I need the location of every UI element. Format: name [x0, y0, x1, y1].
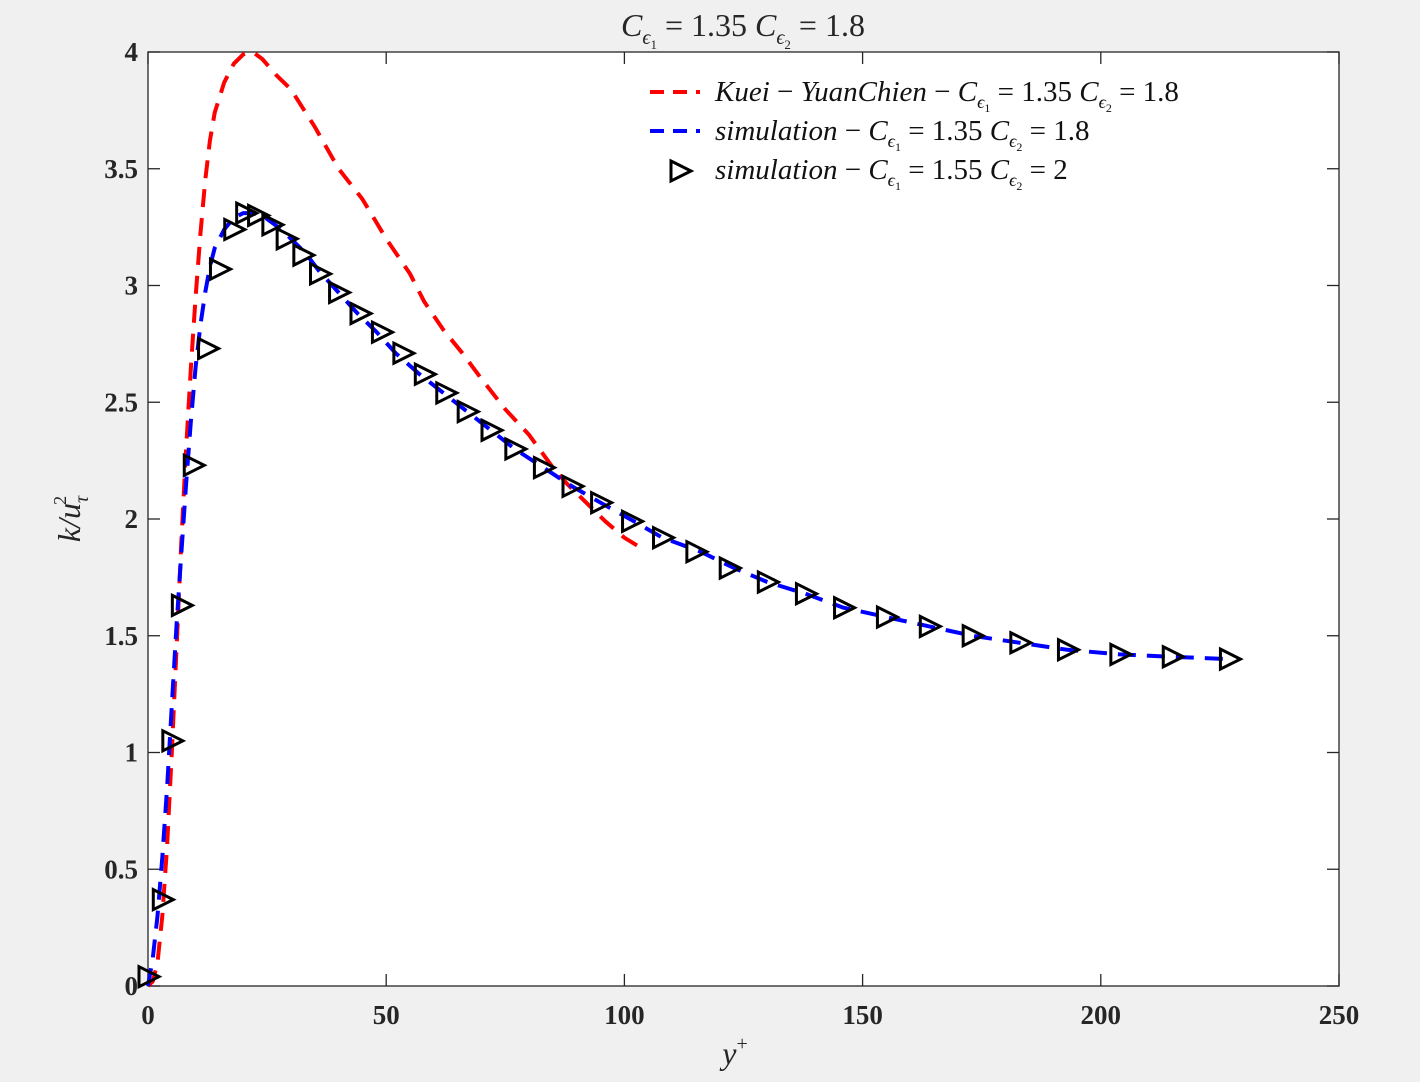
series-marker-point — [413, 361, 439, 387]
y-tick-label: 4 — [125, 37, 139, 67]
y-axis-label: k/uτ2 — [50, 495, 93, 542]
series-marker-point — [151, 887, 177, 913]
series-marker-point — [1161, 644, 1187, 670]
axis-ticks: 0 50 100 150 200 250 0 0.5 1 1.5 2 2.5 3 3.5 4 — [104, 37, 1359, 1030]
series-line-0 — [146, 50, 645, 988]
series-marker-point — [685, 539, 711, 565]
x-axis-label: y+ — [719, 1033, 747, 1071]
y-tick-label: 1 — [125, 738, 139, 768]
series-marker-point — [532, 455, 558, 481]
series-marker-point — [435, 380, 461, 406]
series-marker-point — [561, 473, 587, 499]
series-marker-point — [370, 319, 396, 345]
x-tick-label: 200 — [1081, 1000, 1122, 1030]
series-marker-point — [456, 399, 482, 425]
series-marker-point — [875, 604, 901, 630]
series-marker-point — [392, 340, 418, 366]
series-marker-point — [247, 203, 272, 228]
series-marker-point — [590, 490, 615, 516]
series-marker-point — [621, 508, 646, 534]
series-marker-point — [197, 336, 222, 361]
chart-title: Cϵ1 = 1.35 Cϵ2 = 1.8 — [621, 7, 865, 52]
series-marker-point — [794, 581, 820, 607]
y-tick-label: 2.5 — [104, 387, 138, 417]
series-marker-point — [235, 200, 261, 226]
series-marker-point — [137, 964, 163, 990]
series-marker-point — [1009, 630, 1035, 656]
series-marker-point — [1218, 646, 1244, 672]
y-tick-label: 3.5 — [104, 154, 138, 184]
series-marker-point — [833, 595, 858, 621]
series-marker-point — [1056, 637, 1082, 663]
legend-label-sim2: simulation − Cϵ1 = 1.55 Cϵ2 = 2 — [715, 154, 1068, 193]
legend-marker-sim2 — [669, 158, 695, 184]
legend-label-sim1: simulation − Cϵ1 = 1.35 Cϵ2 = 1.8 — [715, 115, 1090, 154]
series-lines — [146, 50, 1230, 988]
plot-area — [147, 51, 1340, 987]
series-marker-point — [961, 623, 987, 649]
series-marker-point — [182, 452, 208, 478]
series-marker-point — [328, 280, 353, 305]
x-tick-label: 250 — [1319, 1000, 1360, 1030]
series-marker-point — [504, 436, 530, 462]
series-marker-point — [756, 569, 782, 595]
legend: Kuei − YuanChien − Cϵ1 = 1.35 Cϵ2 = 1.8 … — [650, 76, 1179, 193]
x-tick-label: 50 — [373, 1000, 400, 1030]
series-marker-point — [161, 728, 187, 754]
series-line-1 — [146, 211, 1230, 987]
legend-label-kuei: Kuei − YuanChien − Cϵ1 = 1.35 Cϵ2 = 1.8 — [714, 76, 1179, 115]
series-marker-point — [223, 217, 249, 242]
x-tick-label: 100 — [604, 1000, 645, 1030]
series-markers — [137, 200, 1244, 990]
series-marker-point — [1109, 642, 1135, 667]
series-marker-point — [718, 555, 744, 581]
series-marker-point — [275, 226, 301, 252]
series-marker-point — [170, 592, 196, 618]
y-tick-label: 1.5 — [104, 621, 138, 651]
x-tick-label: 150 — [842, 1000, 883, 1030]
series-marker-point — [208, 256, 234, 282]
series-marker-point — [918, 613, 944, 639]
y-tick-label: 2 — [125, 504, 139, 534]
series-marker-point — [480, 417, 506, 443]
x-tick-label: 0 — [141, 1000, 155, 1030]
y-tick-label: 3 — [125, 271, 139, 301]
series-marker-point — [349, 301, 375, 326]
series-marker-point — [292, 242, 318, 268]
series-marker-point — [309, 261, 334, 287]
y-tick-label: 0.5 — [104, 854, 138, 884]
y-tick-label: 0 — [125, 971, 139, 1001]
series-marker-point — [261, 212, 287, 238]
series-marker-point — [652, 525, 677, 551]
